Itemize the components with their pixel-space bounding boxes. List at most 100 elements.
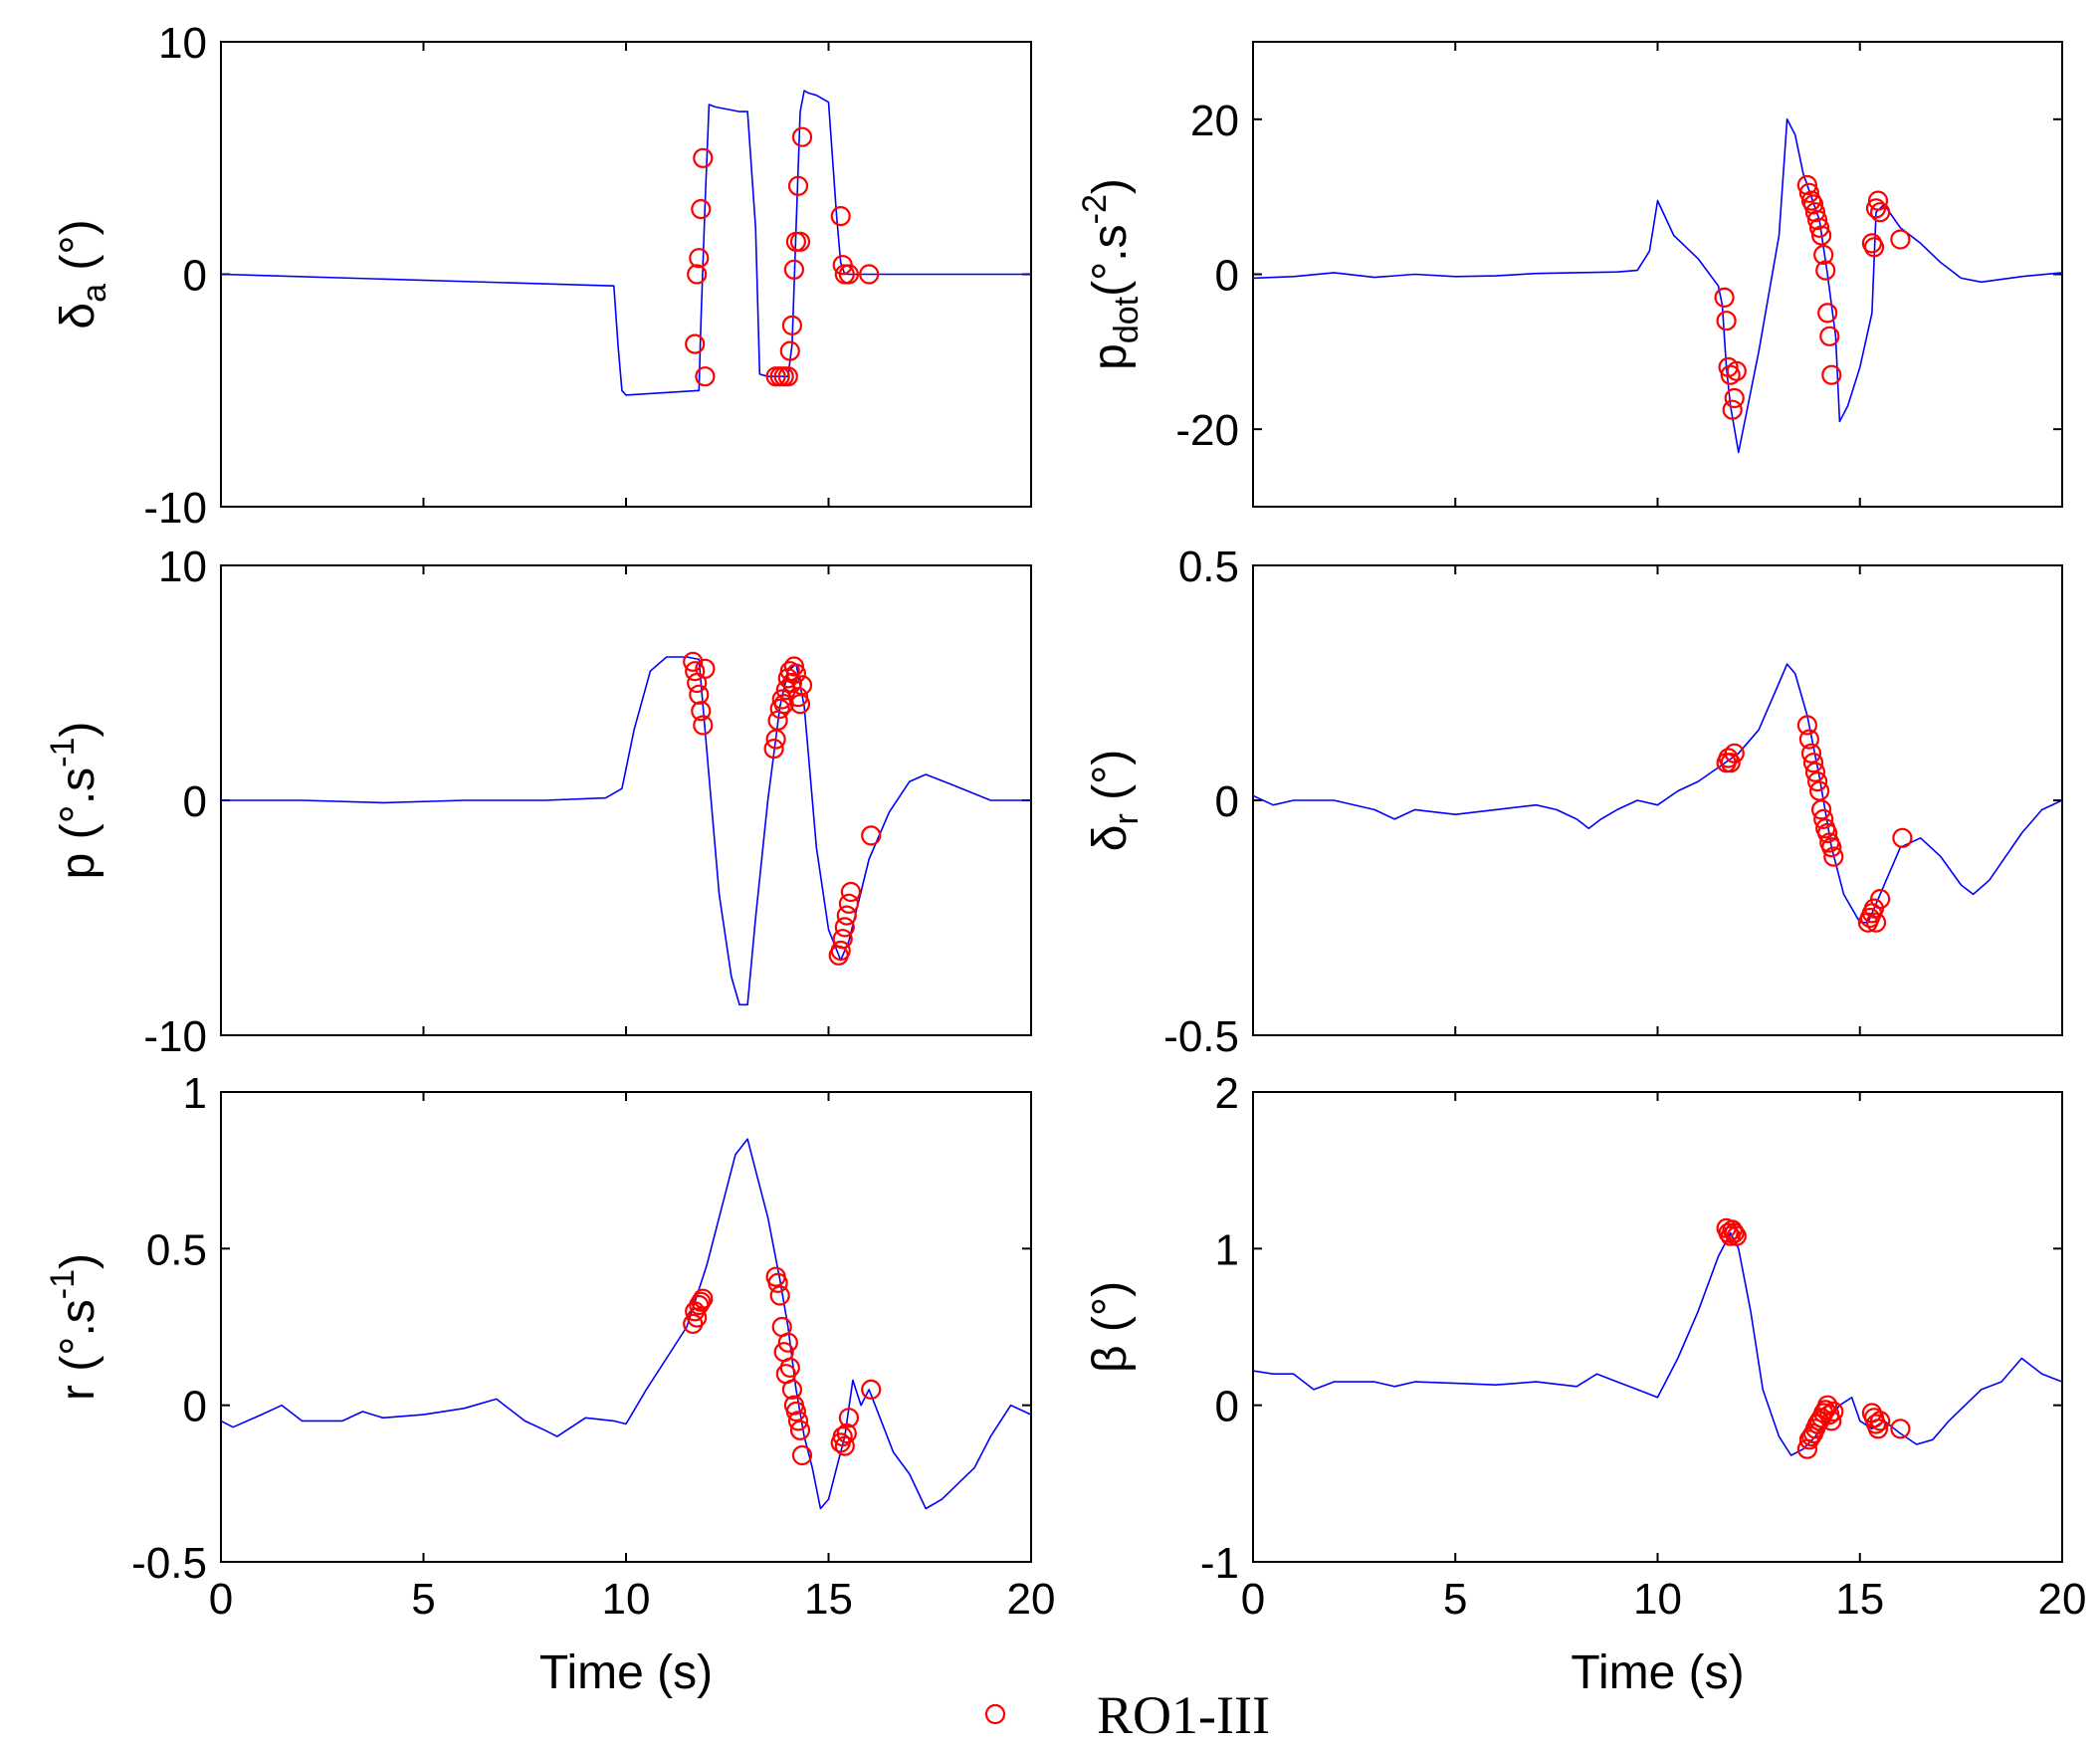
y-axis-title-part: dot (1108, 296, 1146, 343)
x-axis-title: Time (s) (539, 1646, 713, 1699)
data-marker (685, 661, 706, 682)
data-marker (1813, 244, 1834, 266)
y-axis-title-part: r (1108, 813, 1146, 824)
y-tick-label: 0 (1215, 252, 1239, 301)
data-marker (1718, 1222, 1739, 1243)
y-axis-title-part: r (°.s (52, 1299, 105, 1401)
data-marker (787, 1411, 809, 1431)
data-marker (1716, 311, 1737, 331)
data-marker (783, 259, 805, 280)
data-marker (763, 738, 784, 760)
data-marker (1810, 799, 1832, 820)
y-tick-label: -10 (143, 1012, 207, 1061)
y-tick-label: 0 (1215, 777, 1239, 826)
y-tick-label: 0 (1215, 1383, 1239, 1431)
y-tick-label: -20 (1175, 406, 1239, 455)
data-marker (1865, 198, 1887, 219)
data-marker (1726, 360, 1747, 381)
data-marker (789, 231, 811, 252)
data-marker (1720, 753, 1741, 773)
data-marker (1869, 888, 1891, 910)
data-marker (838, 264, 860, 285)
data-marker (695, 658, 716, 679)
y-axis-title-part: δ (1084, 825, 1137, 852)
data-marker (859, 264, 880, 285)
y-tick-label: 0 (183, 252, 207, 301)
data-marker (785, 1401, 807, 1422)
legend-label: RO1-III (1097, 1685, 1270, 1745)
data-marker (1821, 837, 1842, 858)
data-marker (1724, 743, 1745, 764)
data-marker (1714, 287, 1735, 308)
data-marker (1821, 364, 1842, 385)
data-marker (840, 881, 862, 903)
series-line (220, 1138, 1032, 1510)
y-tick-label: -0.5 (1163, 1012, 1239, 1061)
y-axis-title-part: (°.s (1084, 224, 1137, 297)
x-tick-label: 10 (1633, 1575, 1682, 1624)
y-axis-title-part: β (°) (1084, 1281, 1137, 1373)
data-marker (689, 248, 710, 269)
data-marker (1867, 190, 1889, 211)
y-tick-label: -1 (1200, 1539, 1239, 1588)
y-tick-label: 0.5 (1178, 543, 1239, 591)
legend: RO1-III (984, 1685, 1270, 1745)
y-tick-label: 10 (158, 543, 207, 591)
x-tick-label: 0 (1241, 1575, 1265, 1624)
data-marker (1817, 822, 1838, 844)
panel-p-dot: -20 0 20 pdot(°.s-2) (1076, 41, 2063, 508)
x-tick-label: 5 (1443, 1575, 1467, 1624)
data-marker (789, 1420, 811, 1440)
data-marker (1806, 770, 1828, 792)
data-marker (691, 701, 712, 722)
y-axis-title: r (°.s-1) (44, 1253, 105, 1401)
data-marker (1796, 715, 1818, 736)
panel-p: -10 0 10 p (°.s-1) (44, 543, 1032, 1061)
data-marker (791, 126, 813, 147)
y-axis-title-part: δ (52, 303, 105, 329)
data-marker (836, 1422, 857, 1444)
data-marker (838, 893, 860, 914)
data-marker (1890, 1419, 1911, 1439)
y-axis-title-part: ) (52, 1253, 105, 1269)
y-axis-title-part: -1 (44, 1269, 82, 1299)
data-marker (691, 199, 712, 220)
series-line (1252, 118, 2063, 454)
y-axis-title-part: p (1084, 343, 1137, 370)
data-marker (781, 1379, 803, 1401)
panel-delta-r: -0.5 0 0.5 δr (°) (1084, 543, 2063, 1061)
data-marker (1892, 827, 1913, 848)
data-marker (687, 264, 708, 285)
data-marker (1724, 1222, 1745, 1243)
x-tick-label: 20 (2038, 1575, 2087, 1624)
data-marker (1802, 194, 1824, 215)
x-axis-title: Time (s) (1571, 1646, 1744, 1699)
x-tick-label: 0 (209, 1575, 233, 1624)
y-tick-label: 0.5 (146, 1225, 207, 1274)
data-marker (785, 663, 807, 684)
y-axis-title: δa (°) (52, 219, 113, 328)
data-marker (1804, 202, 1826, 223)
y-axis-title: β (°) (1084, 1281, 1137, 1373)
x-tick-label: 5 (411, 1575, 435, 1624)
plot-frame (1252, 41, 2063, 508)
y-tick-label: 1 (183, 1069, 207, 1118)
y-tick-label: 2 (1215, 1069, 1239, 1118)
panel-delta-a: -10 0 10 δa (°) (52, 19, 1032, 533)
data-marker (1817, 1395, 1838, 1416)
data-marker (1796, 174, 1818, 196)
panel-r: 0 5 10 15 20-0.500.51r (°.s-1)Time (s) (44, 1069, 1055, 1699)
data-marker (1722, 1219, 1743, 1240)
data-marker (691, 1291, 712, 1312)
y-tick-label: 0 (183, 1383, 207, 1431)
plot-frame (1252, 1091, 2063, 1563)
data-marker (861, 1379, 882, 1401)
data-marker (1817, 303, 1838, 324)
data-marker (791, 1444, 813, 1466)
y-axis-title-part: (°) (52, 219, 105, 284)
data-marker (834, 1435, 855, 1456)
data-marker (1726, 1225, 1747, 1246)
data-marker (779, 340, 800, 361)
data-marker (769, 1285, 790, 1306)
y-axis-title-part: a (76, 284, 113, 303)
